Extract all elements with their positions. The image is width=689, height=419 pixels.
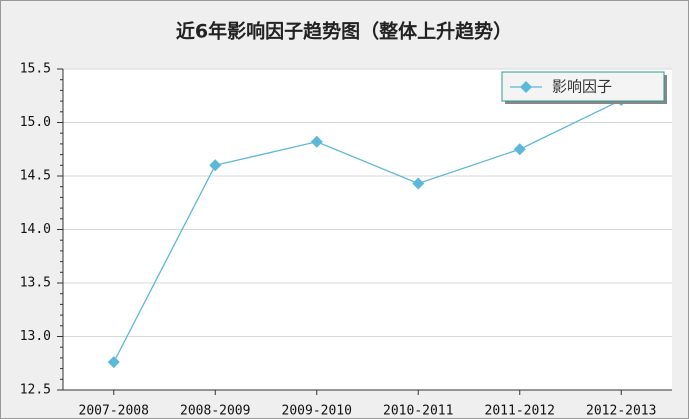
chart-title: 近6年影响因子趋势图（整体上升趋势） [176,20,512,43]
x-tick-label: 2012-2013 [586,404,656,419]
x-tick-label: 2011-2012 [485,404,555,419]
y-tick-label: 15.5 [20,62,51,77]
legend-label: 影响因子 [552,78,612,96]
legend-marker [520,81,532,93]
y-tick-label: 12.5 [20,383,51,398]
x-tick-label: 2010-2011 [383,404,453,419]
point [412,177,425,190]
point [513,143,526,156]
y-tick-label: 15.0 [20,115,51,130]
y-tick-label: 14.0 [20,222,51,237]
y-tick-label: 13.0 [20,329,51,344]
x-tick-label: 2007-2008 [79,404,149,419]
line [113,99,622,363]
x-tick-label: 2008-2009 [180,404,250,419]
y-tick-label: 14.5 [20,169,51,184]
point [209,159,222,172]
y-tick-label: 13.5 [20,276,51,291]
x-tick-label: 2009-2010 [282,404,352,419]
point [107,356,120,369]
point [310,135,323,148]
